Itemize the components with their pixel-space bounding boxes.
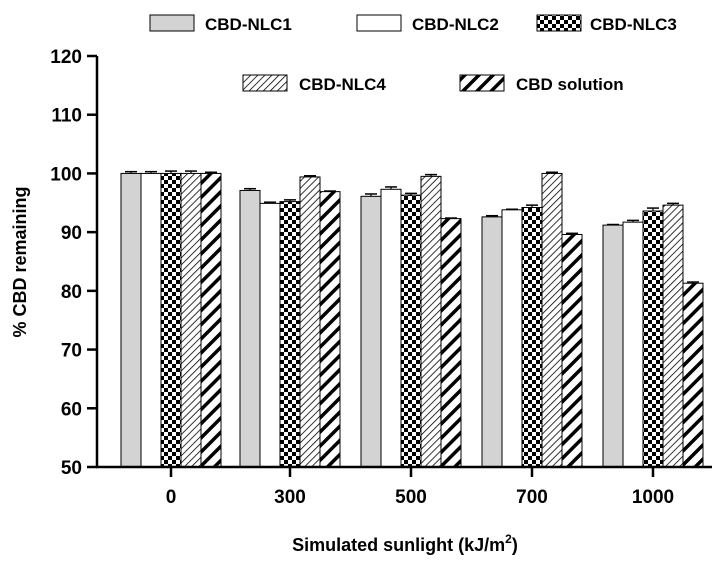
legend: CBD-NLC1 CBD-NLC2 CBD-NLC3 CBD-NLC4 CBD … bbox=[149, 14, 677, 94]
legend-label-cbd-nlc2: CBD-NLC2 bbox=[412, 15, 499, 34]
bar-cbd-nlc4-500 bbox=[420, 175, 442, 468]
x-axis-title-close: ) bbox=[512, 535, 518, 555]
y-tick-label: 90 bbox=[61, 223, 82, 244]
legend-swatch-cbd-nlc2 bbox=[356, 14, 402, 32]
y-tick-label: 120 bbox=[50, 47, 82, 68]
x-axis-ticks: 0 300 500 700 1000 bbox=[166, 467, 674, 508]
bar-cbd-nlc1-1000 bbox=[602, 224, 624, 468]
legend-swatch-cbd-nlc4 bbox=[242, 74, 288, 92]
y-tick-label: 110 bbox=[51, 106, 82, 127]
x-tick-label: 0 bbox=[166, 487, 177, 508]
bar-cbd-nlc1-0 bbox=[120, 172, 142, 468]
x-axis-title-sup: 2 bbox=[505, 532, 512, 546]
bar-cbd-nlc3-300 bbox=[279, 201, 301, 468]
bar-cbd-nlc3-500 bbox=[400, 194, 422, 468]
y-axis-title: % CBD remaining bbox=[10, 186, 30, 337]
bar-cbd-nlc2-300 bbox=[259, 202, 281, 468]
legend-swatch-cbd-solution bbox=[459, 74, 505, 92]
x-tick-label: 500 bbox=[395, 487, 427, 508]
bar-cbd-nlc3-700 bbox=[521, 206, 543, 468]
bar-cbd-nlc1-700 bbox=[481, 216, 503, 468]
legend-swatch-cbd-nlc3 bbox=[536, 14, 582, 32]
y-tick-label: 80 bbox=[61, 282, 82, 303]
y-tick-label: 50 bbox=[61, 458, 82, 479]
bar-cbd-nlc4-700 bbox=[541, 172, 563, 468]
bar-cbd-nlc1-500 bbox=[360, 195, 382, 468]
legend-label-cbd-solution: CBD solution bbox=[516, 75, 624, 94]
x-axis-title: Simulated sunlight (kJ/m2) bbox=[292, 532, 518, 555]
legend-swatch-cbd-nlc1 bbox=[149, 14, 195, 32]
bar-cbd-nlc2-0 bbox=[140, 172, 162, 468]
x-tick-label: 300 bbox=[274, 487, 306, 508]
legend-label-cbd-nlc3: CBD-NLC3 bbox=[590, 15, 677, 34]
x-axis-title-main: Simulated sunlight (kJ/m bbox=[292, 535, 505, 555]
bar-cbd-nlc2-700 bbox=[501, 209, 523, 468]
bar-cbd-nlc4-300 bbox=[299, 176, 321, 468]
bar-cbd-solution-700 bbox=[561, 233, 583, 468]
bar-cbd-nlc3-1000 bbox=[642, 210, 664, 468]
bar-cbd-nlc4-1000 bbox=[662, 204, 684, 468]
bar-cbd-nlc1-300 bbox=[239, 189, 261, 468]
legend-label-cbd-nlc1: CBD-NLC1 bbox=[205, 15, 292, 34]
bar-cbd-nlc2-500 bbox=[380, 188, 402, 468]
legend-label-cbd-nlc4: CBD-NLC4 bbox=[299, 75, 386, 94]
bar-cbd-solution-0 bbox=[200, 172, 222, 468]
bar-cbd-solution-500 bbox=[440, 218, 462, 468]
bars-group bbox=[120, 172, 704, 468]
bar-cbd-nlc4-0 bbox=[180, 172, 202, 468]
x-tick-label: 1000 bbox=[632, 487, 674, 508]
bar-cbd-solution-1000 bbox=[682, 282, 704, 468]
x-tick-label: 700 bbox=[516, 487, 548, 508]
y-tick-label: 100 bbox=[50, 164, 82, 185]
y-axis-ticks: 50 60 70 80 90 100 110 120 bbox=[50, 47, 97, 479]
y-tick-label: 70 bbox=[61, 341, 82, 362]
error-bars-group bbox=[125, 170, 699, 284]
bar-cbd-nlc2-1000 bbox=[622, 221, 644, 468]
bar-cbd-nlc3-0 bbox=[160, 172, 182, 468]
y-tick-label: 60 bbox=[61, 399, 82, 420]
bar-cbd-solution-300 bbox=[319, 191, 341, 468]
